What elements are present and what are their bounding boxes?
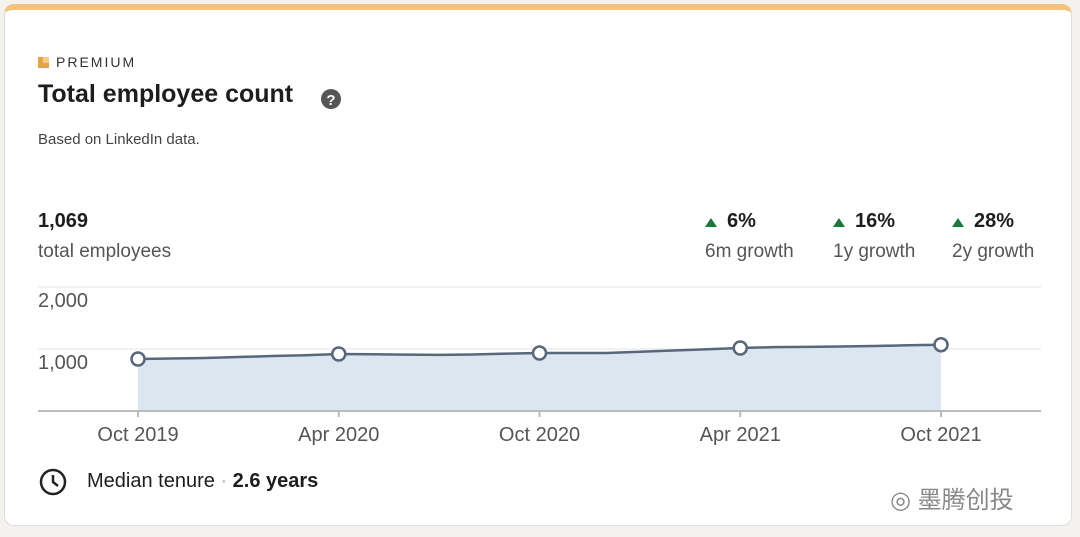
x-tick-label: Oct 2019	[97, 424, 178, 446]
chart: 1,000 2,000 Oct 2019 Apr 2020 Oct 2020 Apr 20…	[38, 286, 1041, 446]
growth-value: 6%	[727, 210, 756, 232]
clock-icon	[39, 468, 67, 496]
total-value: 1,069	[38, 210, 89, 232]
up-arrow	[833, 218, 845, 227]
title: Total employee count	[38, 80, 294, 108]
point	[130, 351, 146, 367]
tenure-value: 2.6 years	[232, 470, 319, 492]
x-tick-label: Apr 2021	[700, 424, 781, 446]
point	[732, 340, 748, 356]
card: PREMIUM Total employee count ? Based on …	[4, 4, 1072, 526]
point	[531, 345, 548, 361]
separator: ·	[220, 470, 228, 492]
badge: PREMIUM	[56, 54, 137, 70]
growth-label: 1y growth	[833, 241, 916, 262]
tenure: Median tenure · 2.6 years	[87, 470, 318, 493]
premium-icon	[38, 57, 49, 68]
y-tick-label: 2,000	[38, 290, 88, 312]
help-icon[interactable]: ?	[321, 89, 341, 109]
growth-value: 28%	[974, 210, 1015, 232]
point	[933, 336, 949, 353]
growth-label: 6m growth	[705, 241, 794, 262]
up-arrow	[952, 218, 964, 227]
tenure-label: Median tenure	[87, 470, 215, 492]
watermark-text: 墨腾创投	[917, 487, 1014, 514]
watermark: ◎ 墨腾创投	[890, 487, 1014, 514]
growth-label: 2y growth	[952, 241, 1035, 262]
point	[331, 346, 347, 362]
up-arrow	[705, 218, 717, 227]
x-tick-label: Apr 2020	[298, 424, 379, 446]
total-label: total employees	[38, 241, 172, 262]
svg-text:?: ?	[326, 92, 335, 109]
x-tick-label: Oct 2021	[900, 424, 981, 446]
subtitle: Based on LinkedIn data.	[38, 131, 200, 148]
x-tick-label: Oct 2020	[499, 424, 580, 446]
y-tick-label: 1,000	[38, 352, 88, 374]
growth-value: 16%	[855, 210, 896, 232]
